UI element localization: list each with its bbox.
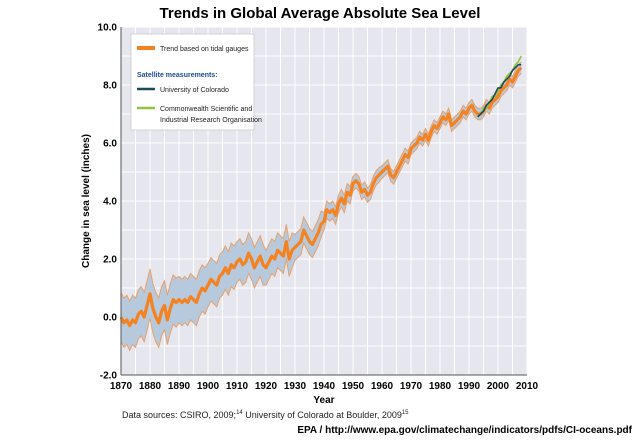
uncertainty-band-group xyxy=(120,61,522,352)
x-tick-label: 1950 xyxy=(342,381,365,392)
y-tick-label: 8.0 xyxy=(103,81,117,92)
series-lines xyxy=(119,55,523,328)
x-tick-label: 1900 xyxy=(197,381,220,392)
legend-label-colorado: University of Colorado xyxy=(160,87,229,94)
y-tick-label: 6.0 xyxy=(103,139,117,150)
tick-labels: 1870 1880 1890 1900 1910 1920 1930 1940 1950 1960… xyxy=(98,23,539,393)
x-tick-label: 1880 xyxy=(139,381,162,392)
sources-ref-2: 15 xyxy=(401,410,409,416)
credit-url: EPA / http://www.epa.gov/climatechange/i… xyxy=(297,425,632,436)
y-tick-label: 10.0 xyxy=(98,23,118,34)
legend-label-tidal: Trend based on tidal gauges xyxy=(160,46,249,53)
uncertainty-band xyxy=(121,61,522,351)
legend: Trend based on tidal gauges Satellite me… xyxy=(130,33,262,131)
x-tick-label: 1980 xyxy=(429,381,452,392)
x-tick-label: 1970 xyxy=(400,381,423,392)
data-sources-note: Data sources: CSIRO, 2009;14 University … xyxy=(122,410,409,420)
series-line-tidal-gauges xyxy=(119,66,523,328)
y-axis-label: Change in sea level (inches) xyxy=(81,134,92,268)
legend-label-csiro-line1: Commonwealth Scientific and xyxy=(160,106,252,113)
x-tick-label: 1930 xyxy=(284,381,307,392)
axes xyxy=(120,27,527,376)
y-tick-label: 2.0 xyxy=(103,255,117,266)
x-tick-label: 2000 xyxy=(487,381,510,392)
legend-heading-satellite: Satellite measurements: xyxy=(137,72,218,79)
uncertainty-lower-edge xyxy=(120,73,522,352)
chart-title: Trends in Global Average Absolute Sea Le… xyxy=(159,5,481,22)
legend-label-csiro-line2: Industrial Research Organisation xyxy=(160,117,262,124)
x-tick-label: 1870 xyxy=(110,381,133,392)
x-tick-label: 1910 xyxy=(226,381,249,392)
sources-prefix: Data sources: CSIRO, 2009; xyxy=(122,410,237,420)
y-tick-label: 4.0 xyxy=(103,197,117,208)
x-tick-label: 1890 xyxy=(168,381,191,392)
x-tick-label: 1920 xyxy=(255,381,278,392)
y-tick-label: 0.0 xyxy=(103,313,117,324)
x-tick-label: 2010 xyxy=(516,381,539,392)
x-axis-label: Year xyxy=(313,395,334,406)
x-tick-label: 1990 xyxy=(458,381,481,392)
uncertainty-upper-edge xyxy=(120,61,522,303)
x-tick-label: 1960 xyxy=(371,381,394,392)
x-tick-label: 1940 xyxy=(313,381,336,392)
series-line-university-of-colorado xyxy=(477,63,522,118)
sources-middle: University of Colorado at Boulder, 2009 xyxy=(242,410,402,420)
sources-ref-1: 14 xyxy=(236,410,243,416)
y-tick-label: -2.0 xyxy=(100,371,118,382)
